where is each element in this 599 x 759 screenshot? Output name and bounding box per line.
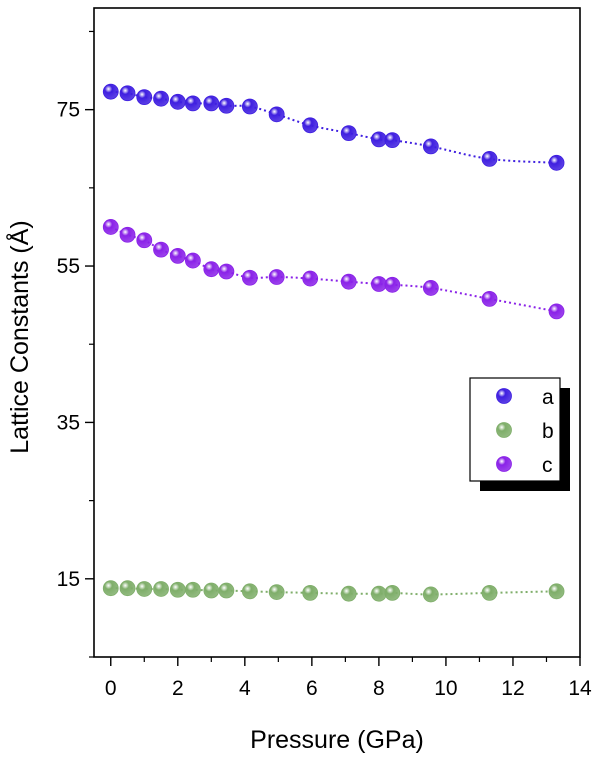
data-point-b bbox=[481, 584, 498, 601]
legend: abc bbox=[469, 377, 570, 491]
data-point-c bbox=[302, 270, 319, 287]
legend-marker-c bbox=[496, 456, 512, 472]
data-point-a bbox=[102, 83, 119, 100]
legend-box bbox=[469, 377, 561, 482]
x-tick-label: 6 bbox=[306, 677, 318, 700]
data-point-b bbox=[169, 581, 186, 598]
data-point-c bbox=[102, 219, 119, 235]
data-point-c bbox=[268, 269, 285, 285]
data-point-a bbox=[218, 97, 235, 114]
data-point-b bbox=[184, 581, 201, 598]
data-point-a bbox=[203, 95, 220, 112]
data-point-c bbox=[184, 252, 201, 269]
data-point-a bbox=[384, 132, 401, 149]
y-tick-label: 55 bbox=[57, 255, 80, 278]
x-tick-label: 2 bbox=[172, 677, 184, 700]
data-point-b bbox=[102, 580, 119, 597]
plot-frame bbox=[93, 7, 581, 658]
data-point-c bbox=[548, 303, 565, 320]
data-point-a bbox=[340, 125, 357, 142]
legend-marker-b bbox=[496, 422, 512, 438]
data-points bbox=[102, 83, 565, 603]
data-point-a bbox=[184, 95, 201, 112]
data-point-b bbox=[302, 584, 319, 601]
data-point-a bbox=[481, 151, 498, 167]
data-point-b bbox=[203, 582, 220, 599]
fit-curves bbox=[110, 90, 557, 596]
data-point-b bbox=[136, 581, 153, 597]
data-point-b bbox=[548, 583, 565, 600]
legend-label-b: b bbox=[542, 420, 554, 443]
x-axis-title: Pressure (GPa) bbox=[250, 726, 424, 754]
legend-label-c: c bbox=[542, 454, 553, 477]
data-point-c bbox=[340, 273, 357, 290]
x-tick-label: 8 bbox=[373, 677, 385, 700]
data-point-c bbox=[481, 290, 498, 307]
data-point-c bbox=[218, 263, 235, 280]
x-tick-label: 10 bbox=[434, 677, 457, 700]
data-point-c bbox=[169, 247, 186, 264]
x-tick-label: 0 bbox=[105, 677, 117, 700]
data-point-a bbox=[241, 98, 258, 115]
data-point-a bbox=[302, 117, 319, 134]
data-point-c bbox=[203, 261, 220, 278]
data-point-a bbox=[153, 90, 169, 107]
x-tick-label: 4 bbox=[239, 677, 251, 700]
data-point-c bbox=[384, 276, 401, 293]
y-axis-title: Lattice Constants (Å) bbox=[4, 220, 34, 453]
y-tick-label: 75 bbox=[57, 99, 80, 122]
data-point-a bbox=[136, 89, 153, 106]
legend-label-a: a bbox=[542, 386, 554, 409]
x-tick-label: 14 bbox=[568, 677, 592, 700]
data-point-b bbox=[384, 584, 401, 601]
data-point-c bbox=[136, 232, 153, 249]
data-point-a bbox=[370, 131, 387, 148]
data-point-b bbox=[422, 586, 439, 603]
data-point-c bbox=[153, 241, 169, 258]
data-point-b bbox=[119, 580, 136, 597]
data-point-a bbox=[119, 85, 136, 102]
data-point-a bbox=[422, 138, 439, 155]
data-point-c bbox=[119, 226, 136, 243]
data-point-c bbox=[370, 276, 387, 292]
data-point-a bbox=[169, 93, 186, 110]
data-point-a bbox=[548, 154, 565, 171]
y-tick-label: 35 bbox=[57, 411, 80, 434]
axis-ticks: 0 2 4 6 8 10 12 14 15 35 55 75 bbox=[57, 30, 592, 700]
data-point-b bbox=[241, 583, 258, 600]
legend-marker-a bbox=[496, 388, 512, 404]
data-point-b bbox=[218, 582, 235, 599]
data-point-a bbox=[268, 106, 285, 123]
y-tick-label: 15 bbox=[57, 568, 80, 591]
data-point-b bbox=[268, 584, 285, 600]
x-tick-label: 12 bbox=[501, 677, 524, 700]
data-point-c bbox=[241, 269, 258, 286]
data-point-b bbox=[340, 585, 357, 602]
data-point-b bbox=[370, 585, 387, 602]
data-point-b bbox=[153, 581, 169, 597]
data-point-c bbox=[422, 280, 439, 296]
